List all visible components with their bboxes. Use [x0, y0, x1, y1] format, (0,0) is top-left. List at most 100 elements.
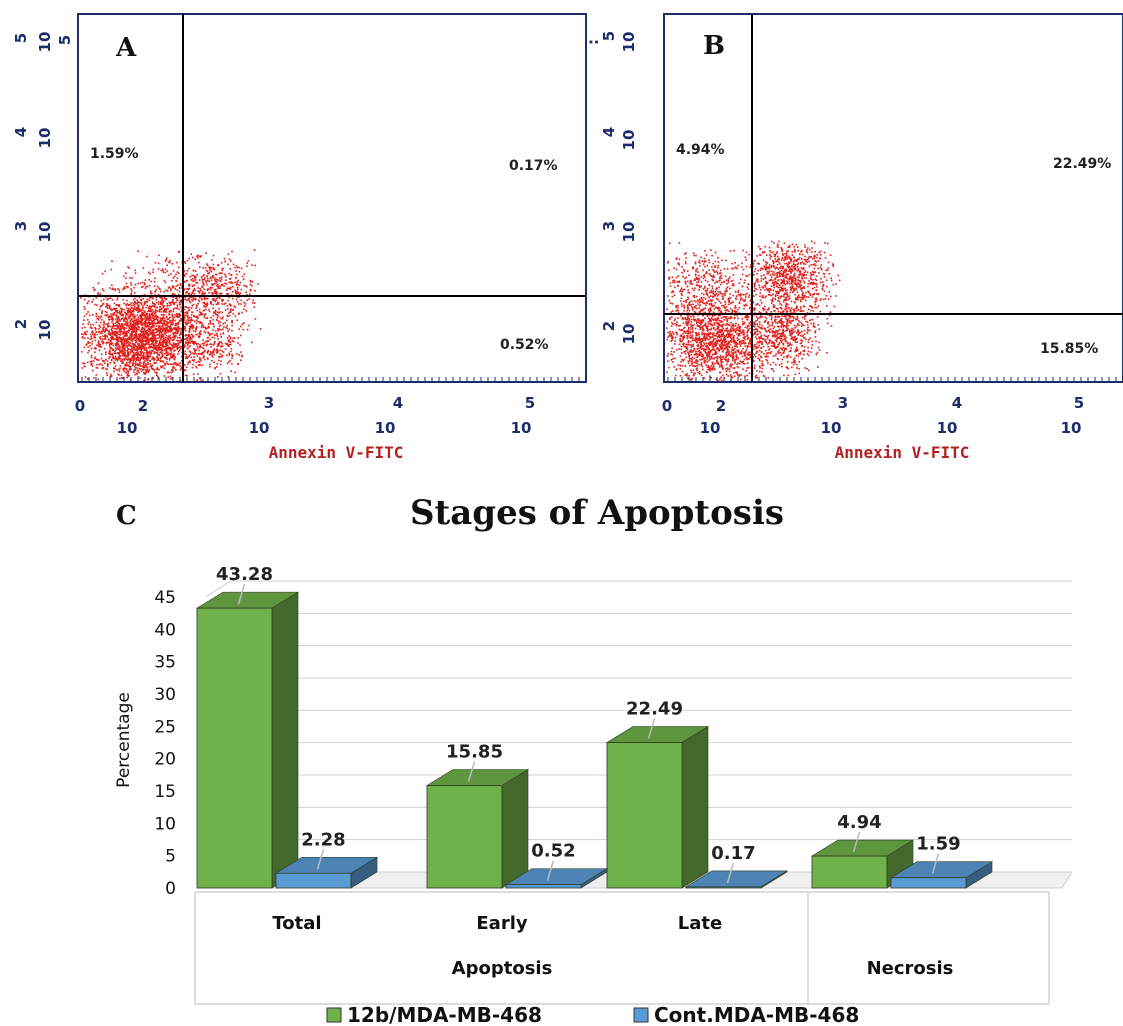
cell-event-dot [206, 303, 209, 306]
cell-event-dot [227, 253, 230, 256]
cell-event-dot [701, 331, 703, 334]
cell-event-dot [699, 359, 701, 361]
cell-event-dot [249, 289, 252, 292]
cell-event-dot [156, 372, 158, 374]
cell-event-dot [167, 321, 169, 323]
cell-event-dot [106, 363, 109, 365]
cell-event-dot [203, 330, 205, 333]
cell-event-dot [165, 351, 167, 354]
cell-event-dot [193, 356, 195, 358]
cell-event-dot [719, 343, 721, 346]
cell-event-dot [727, 358, 730, 360]
cell-event-dot [138, 348, 141, 350]
cell-event-dot [210, 317, 212, 319]
cell-event-dot [133, 357, 135, 360]
cell-event-dot [671, 353, 674, 356]
cell-event-dot [114, 334, 116, 336]
cell-event-dot [176, 327, 179, 329]
cell-event-dot [671, 331, 674, 333]
cell-event-dot [209, 321, 212, 324]
cell-event-dot [178, 266, 180, 269]
cell-event-dot [126, 349, 129, 352]
cell-event-dot [207, 279, 209, 282]
cell-event-dot [718, 365, 721, 368]
cell-event-dot [726, 363, 728, 366]
cell-event-dot [746, 374, 748, 377]
cell-event-dot [234, 281, 236, 284]
cell-event-dot [731, 376, 734, 379]
cell-event-dot [213, 297, 215, 300]
cell-event-dot [733, 314, 736, 316]
cell-event-dot [125, 333, 127, 335]
cell-event-dot [192, 325, 194, 327]
cell-event-dot [161, 322, 163, 325]
cell-event-dot [757, 357, 759, 360]
cell-event-dot [775, 340, 778, 343]
cell-event-dot [130, 292, 133, 294]
cell-event-dot [141, 340, 144, 343]
cell-event-dot [725, 353, 728, 356]
cell-event-dot [762, 374, 765, 377]
cell-event-dot [146, 370, 149, 372]
cell-event-dot [89, 338, 91, 340]
cell-event-dot [695, 338, 698, 340]
cell-event-dot [196, 274, 198, 276]
cell-event-dot [140, 352, 143, 355]
cell-event-dot [129, 352, 131, 355]
cell-event-dot [95, 321, 98, 324]
cell-event-dot [232, 313, 235, 315]
cell-event-dot [118, 305, 120, 308]
cell-event-dot [735, 353, 738, 356]
x-tick-exp-a-1: 2 [138, 397, 148, 415]
cell-event-dot [708, 318, 711, 320]
cell-event-dot [83, 362, 86, 365]
cell-event-dot [177, 342, 179, 345]
cell-event-dot [692, 369, 695, 372]
cell-event-dot [102, 338, 104, 340]
cell-event-dot [709, 343, 712, 345]
cell-event-dot [166, 363, 169, 365]
cell-event-dot [116, 312, 119, 314]
cell-event-dot [148, 316, 151, 318]
cell-event-dot [232, 263, 235, 266]
cell-event-dot [165, 350, 168, 352]
cell-event-dot [120, 309, 123, 311]
cell-event-dot [693, 357, 696, 360]
cell-event-dot [672, 291, 675, 294]
cell-event-dot [699, 343, 702, 345]
cell-event-dot [161, 318, 164, 320]
cell-event-dot [143, 302, 146, 304]
cell-event-dot [201, 313, 204, 316]
cell-event-dot [165, 307, 167, 310]
cell-event-dot [774, 347, 777, 349]
cell-event-dot [672, 310, 674, 312]
cell-event-dot [147, 327, 150, 330]
cell-event-dot [120, 351, 123, 354]
cell-event-dot [97, 331, 100, 333]
cell-event-dot [723, 348, 726, 350]
cell-event-dot [167, 353, 170, 356]
cell-event-dot [149, 297, 152, 299]
cell-event-dot [158, 341, 161, 343]
cell-event-dot [172, 321, 174, 323]
cell-event-dot [684, 332, 687, 334]
cell-event-dot [699, 373, 701, 375]
cell-event-dot [737, 362, 739, 364]
cell-event-dot [129, 323, 131, 326]
cell-event-dot [230, 260, 232, 262]
cell-event-dot [161, 326, 164, 329]
cell-event-dot [254, 289, 256, 292]
cell-event-dot [762, 364, 765, 366]
cell-event-dot [121, 360, 123, 362]
cell-event-dot [158, 310, 161, 313]
cell-event-dot [115, 330, 117, 333]
cell-event-dot [754, 364, 756, 367]
cell-event-dot [710, 376, 712, 379]
cell-event-dot [184, 322, 186, 324]
cell-event-dot [253, 306, 256, 308]
cell-event-dot [731, 333, 733, 336]
cell-event-dot [184, 260, 186, 263]
cell-event-dot [145, 349, 148, 351]
cell-event-dot [236, 319, 238, 321]
y-tick-base-a-5: 10 [36, 32, 54, 53]
